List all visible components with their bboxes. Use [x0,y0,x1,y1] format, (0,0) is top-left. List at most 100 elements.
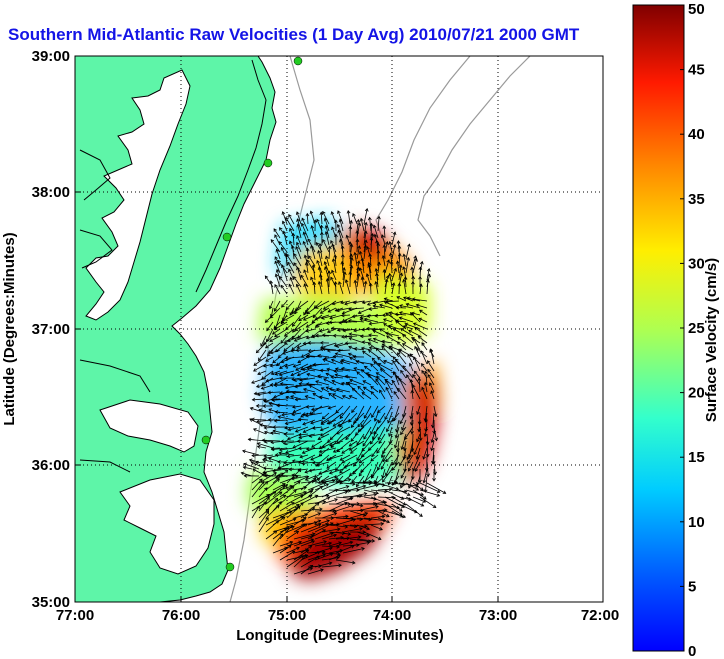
velocity-vector [400,475,407,489]
velocity-vector [399,317,414,323]
velocity-vector-head [326,348,331,353]
velocity-vector [310,245,316,260]
velocity-vector-head [310,420,314,425]
velocity-vector [321,528,340,533]
velocity-vector-head [331,478,336,483]
velocity-vector [410,405,414,419]
velocity-vector-head [311,334,315,339]
velocity-vector [405,503,423,517]
velocity-vector [405,482,419,491]
velocity-vector-head [303,554,308,559]
velocity-vector-head [419,283,423,287]
velocity-vector-head [418,317,423,322]
velocity-vector [370,524,383,531]
velocity-vector-head [395,305,399,310]
velocity-vector-head [272,468,276,473]
velocity-vector [321,419,330,425]
velocity-vector-head [388,272,392,277]
velocity-vector-head [312,281,317,285]
velocity-vector [426,461,429,477]
velocity-vector-head [367,338,372,342]
velocity-vector-head [305,475,310,480]
velocity-vector-head [338,541,342,545]
velocity-vector-head [344,301,348,306]
velocity-vector [395,358,407,372]
velocity-vector-head [380,522,385,526]
velocity-vector-head [288,240,293,245]
velocity-vector [258,508,270,519]
velocity-vector-head [263,425,268,430]
velocity-vector-head [321,415,326,420]
velocity-vector-head [273,308,278,312]
velocity-vector [353,300,365,304]
velocity-vector [292,391,309,394]
velocity-vector-head [319,347,324,352]
velocity-vector-head [277,460,281,464]
velocity-vector-head [326,457,330,461]
velocity-vector-head [280,246,285,251]
velocity-vector-head [354,432,359,436]
velocity-vector [293,253,302,267]
velocity-vector [391,412,400,422]
velocity-vector [339,405,351,419]
velocity-vector-head [284,469,289,473]
velocity-vector [349,337,365,344]
velocity-vector-head [427,273,431,278]
velocity-vector [307,478,320,484]
velocity-vector-head [344,279,349,283]
velocity-vector-head [337,229,341,234]
velocity-vector [272,484,288,498]
velocity-vector [337,224,344,239]
velocity-vector-head [337,423,341,427]
velocity-vector [349,440,358,447]
velocity-vector [384,241,388,253]
velocity-vector [253,363,267,372]
velocity-vector-head [384,416,388,421]
velocity-vector [293,549,309,561]
velocity-vector [270,307,274,317]
colorbar-tick-label: 10 [688,514,705,531]
velocity-vector-head [357,423,361,428]
velocity-vector-head [320,316,325,320]
velocity-vector-head [387,419,391,424]
velocity-vector [374,475,379,485]
velocity-vector [259,409,274,414]
velocity-vector [333,356,344,358]
velocity-vector [294,335,309,342]
velocity-vector-head [388,252,393,257]
velocity-vector [353,412,365,424]
velocity-vector-head [335,431,340,435]
velocity-vector-head [261,480,265,485]
velocity-vector-head [377,536,382,541]
velocity-vector [292,233,295,246]
velocity-vector-head [274,256,278,260]
velocity-vector [384,259,390,274]
velocity-vector [407,354,414,365]
velocity-vector [345,279,351,295]
velocity-vector [256,384,267,388]
velocity-vector [376,376,386,386]
velocity-vector-head [294,429,299,433]
velocity-vector [398,503,418,513]
velocity-vector-head [305,382,310,387]
velocity-vector-head [341,334,345,339]
velocity-vector-head [427,360,431,364]
velocity-vector [330,240,337,253]
velocity-vector [287,262,295,274]
velocity-vector [393,391,400,400]
velocity-vector [300,545,312,554]
velocity-vector-head [330,358,335,363]
velocity-vector [356,273,360,288]
velocity-vector-head [331,301,336,306]
velocity-vector-head [406,256,411,261]
velocity-vector-head [269,350,274,355]
velocity-vector-head [399,512,403,516]
velocity-vector-head [298,540,303,545]
velocity-vector [368,338,379,344]
velocity-vector [317,355,330,358]
velocity-vector-head [432,504,437,509]
velocity-vector [408,461,414,472]
velocity-vector-head [305,335,310,340]
velocity-vector-head [311,426,316,430]
velocity-vector [314,542,332,547]
